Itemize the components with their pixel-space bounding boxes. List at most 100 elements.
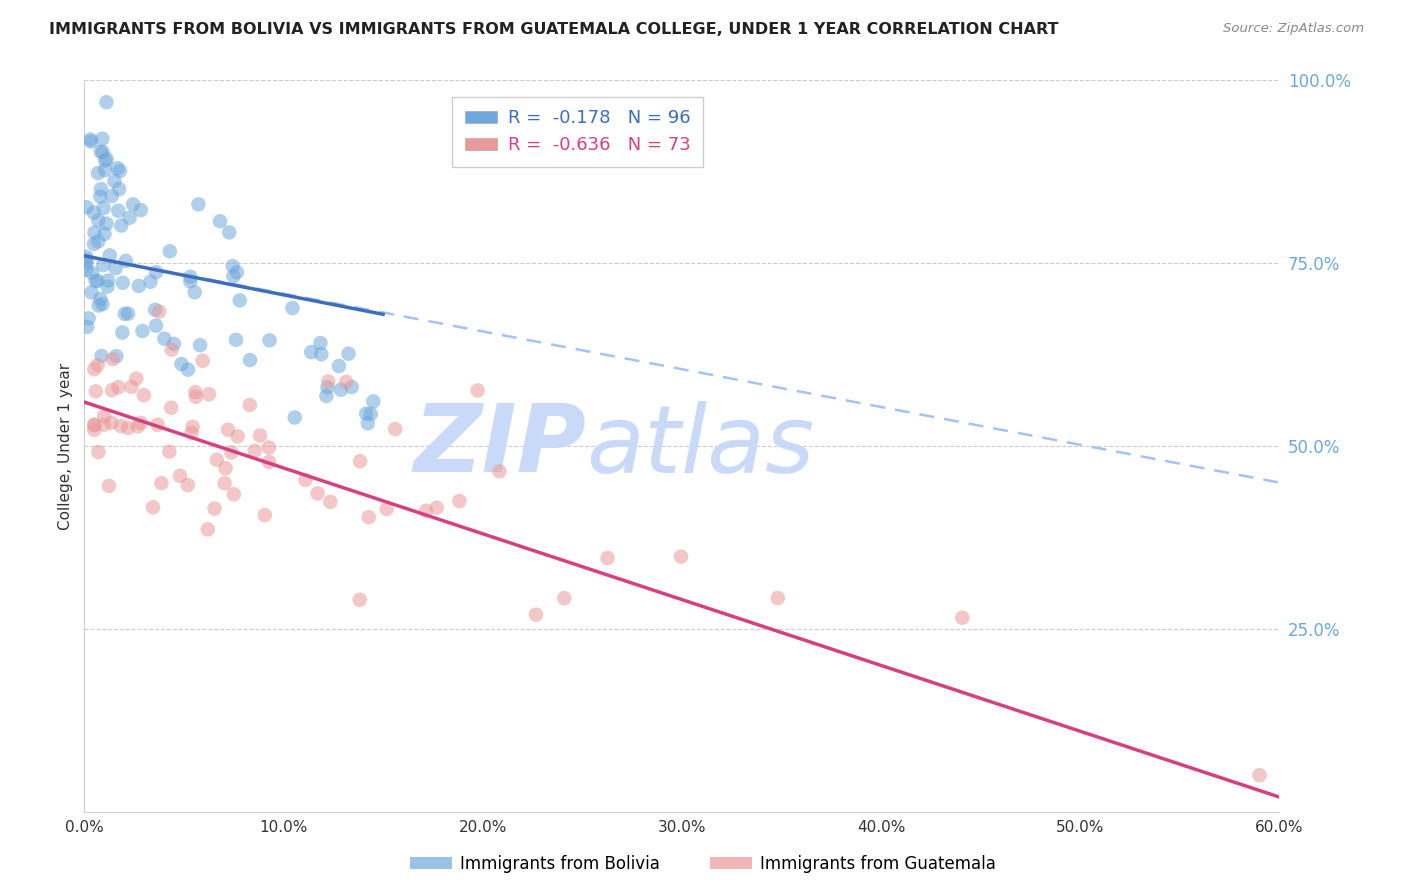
- Point: [75, 250, 97, 264]
- Point: [153, 332, 176, 346]
- Point: [76, 319, 98, 334]
- Point: [357, 510, 380, 524]
- Point: [337, 347, 360, 361]
- Point: [87, 299, 110, 313]
- Point: [205, 452, 228, 467]
- Point: [96, 217, 118, 231]
- Point: [75, 262, 97, 277]
- Point: [104, 261, 127, 276]
- Point: [101, 352, 124, 367]
- Point: [103, 174, 125, 188]
- Point: [91, 145, 114, 159]
- Point: [91, 131, 114, 145]
- Point: [553, 591, 575, 606]
- Point: [84, 274, 107, 288]
- Point: [169, 468, 191, 483]
- Point: [101, 383, 124, 397]
- Point: [163, 336, 186, 351]
- Point: [349, 592, 371, 607]
- Point: [83, 236, 105, 251]
- Point: [299, 345, 322, 359]
- Point: [77, 311, 100, 326]
- Point: [1249, 768, 1271, 782]
- Point: [284, 410, 307, 425]
- Point: [84, 384, 107, 399]
- Point: [80, 135, 103, 149]
- Point: [83, 362, 105, 376]
- Legend: R =  -0.178   N = 96, R =  -0.636   N = 73: R = -0.178 N = 96, R = -0.636 N = 73: [451, 96, 703, 167]
- Point: [316, 380, 339, 394]
- Point: [87, 445, 110, 459]
- Point: [226, 265, 249, 279]
- Point: [218, 226, 240, 240]
- Point: [83, 418, 105, 433]
- Point: [117, 307, 139, 321]
- Point: [90, 349, 112, 363]
- Y-axis label: College, Under 1 year: College, Under 1 year: [58, 362, 73, 530]
- Point: [315, 389, 337, 403]
- Point: [87, 235, 110, 249]
- Point: [467, 384, 489, 398]
- Point: [229, 293, 252, 308]
- Point: [90, 182, 112, 196]
- Point: [222, 487, 245, 501]
- Point: [766, 591, 789, 605]
- Point: [316, 375, 339, 389]
- Point: [328, 359, 350, 373]
- Point: [146, 417, 169, 432]
- Point: [142, 500, 165, 515]
- Point: [221, 445, 243, 459]
- Point: [257, 441, 280, 455]
- Point: [319, 495, 342, 509]
- Point: [354, 407, 377, 421]
- Point: [76, 200, 98, 214]
- Point: [93, 201, 115, 215]
- Point: [87, 358, 110, 372]
- Point: [204, 501, 226, 516]
- Point: [222, 259, 245, 273]
- Point: [110, 219, 132, 233]
- Point: [105, 349, 128, 363]
- Point: [360, 407, 382, 421]
- Point: [111, 326, 134, 340]
- Point: [90, 145, 112, 159]
- Point: [108, 182, 131, 196]
- Point: [596, 551, 619, 566]
- Point: [132, 388, 155, 402]
- Point: [75, 256, 97, 270]
- Point: [415, 504, 437, 518]
- Point: [488, 464, 510, 478]
- Point: [160, 343, 183, 357]
- Point: [363, 394, 385, 409]
- Point: [188, 338, 211, 352]
- Point: [87, 166, 110, 180]
- Point: [114, 307, 136, 321]
- Point: [150, 476, 173, 491]
- Point: [226, 429, 249, 443]
- Point: [281, 301, 304, 315]
- Point: [98, 248, 121, 262]
- Point: [93, 417, 115, 432]
- Point: [184, 390, 207, 404]
- Point: [100, 416, 122, 430]
- Point: [307, 486, 329, 500]
- Point: [170, 357, 193, 371]
- Point: [79, 132, 101, 146]
- Point: [110, 419, 132, 434]
- Point: [340, 380, 363, 394]
- Point: [83, 226, 105, 240]
- Point: [309, 336, 332, 351]
- Point: [669, 549, 692, 564]
- Point: [131, 324, 153, 338]
- Point: [187, 197, 209, 211]
- Point: [143, 302, 166, 317]
- Point: [129, 416, 152, 430]
- Text: atlas: atlas: [586, 401, 814, 491]
- Point: [145, 318, 167, 333]
- Point: [217, 423, 239, 437]
- Point: [94, 153, 117, 168]
- Point: [208, 214, 231, 228]
- Point: [128, 279, 150, 293]
- Point: [249, 428, 271, 442]
- Point: [97, 479, 120, 493]
